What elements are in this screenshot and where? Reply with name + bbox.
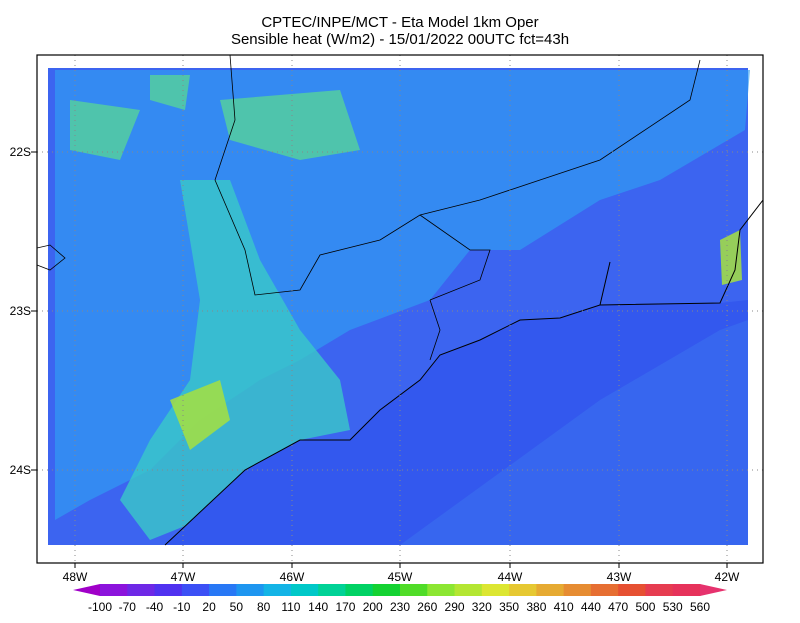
lon-label: 46W (280, 570, 305, 584)
lon-label: 45W (388, 570, 413, 584)
colorbar-box (154, 584, 183, 596)
colorbar-label: 530 (663, 600, 683, 614)
colorbar-label: 290 (445, 600, 465, 614)
colorbar-label: 170 (335, 600, 355, 614)
colorbar-label: 440 (581, 600, 601, 614)
coastline (164, 199, 764, 546)
green-patch (70, 75, 360, 160)
colorbar-label: -40 (146, 600, 164, 614)
subtitle-line: Sensible heat (W/m2) - 15/01/2022 00UTC … (231, 31, 569, 48)
title-line: CPTEC/INPE/MCT - Eta Model 1km Oper (261, 14, 538, 31)
colorbar-box (372, 584, 401, 596)
colorbar-label: 200 (363, 600, 383, 614)
axis-labels: 22S 23S 24S 48W 47W 46W 45W 44W 43W 42W (10, 145, 740, 584)
colorbar-label: 470 (608, 600, 628, 614)
colorbar-label: 230 (390, 600, 410, 614)
colorbar-box (127, 584, 156, 596)
colorbar-box (672, 584, 701, 596)
colorbar-label: -10 (173, 600, 191, 614)
colorbar-box (645, 584, 674, 596)
grid (37, 55, 763, 563)
colorbar-box (263, 584, 292, 596)
colorbar-label: 320 (472, 600, 492, 614)
colorbar-label: 350 (499, 600, 519, 614)
colorbar-label: 20 (202, 600, 216, 614)
lat-label: 24S (10, 463, 31, 477)
colorbar-box (427, 584, 456, 596)
lon-label: 44W (498, 570, 523, 584)
border-fragment (36, 244, 66, 271)
colorbar-label: 380 (526, 600, 546, 614)
lon-label: 47W (171, 570, 196, 584)
colorbar-box (454, 584, 483, 596)
colorbar-label: 80 (257, 600, 271, 614)
lon-label: 43W (607, 570, 632, 584)
colorbar-box (536, 584, 565, 596)
colorbar-box (100, 584, 128, 596)
colorbar-box (400, 584, 428, 596)
colorbar-label: 560 (690, 600, 710, 614)
colorbar-box (236, 584, 265, 596)
lat-label: 23S (10, 304, 31, 318)
colorbar-label: 140 (308, 600, 328, 614)
colorbar-box (563, 584, 592, 596)
colorbar-box (481, 584, 510, 596)
colorbar-box (181, 584, 210, 596)
colorbar-label: 500 (635, 600, 655, 614)
colorbar-box (318, 584, 346, 596)
colorbar-end (73, 584, 100, 596)
lon-label: 48W (63, 570, 88, 584)
colorbar-label: -100 (88, 600, 112, 614)
lat-label: 22S (10, 145, 31, 159)
colorbar-label: 50 (230, 600, 244, 614)
colorbar-box (590, 584, 619, 596)
colorbar-box (345, 584, 374, 596)
offshore-shade (400, 320, 748, 545)
colorbar-label: 110 (281, 600, 300, 614)
lon-label: 42W (715, 570, 740, 584)
colorbar-label: 410 (554, 600, 574, 614)
colorbar-label: -70 (119, 600, 137, 614)
colorbar-box (618, 584, 646, 596)
colorbar-box (290, 584, 319, 596)
map-field (36, 54, 764, 546)
colorbar-box (209, 584, 237, 596)
colorbar-box (509, 584, 537, 596)
colorbar: -100 -70 -40 -10 20 50 80 110 140 170 200 230 260 290… (73, 584, 727, 614)
green-band (120, 180, 350, 540)
colorbar-label: 260 (417, 600, 437, 614)
colorbar-end (700, 584, 727, 596)
state-borders (214, 54, 701, 361)
